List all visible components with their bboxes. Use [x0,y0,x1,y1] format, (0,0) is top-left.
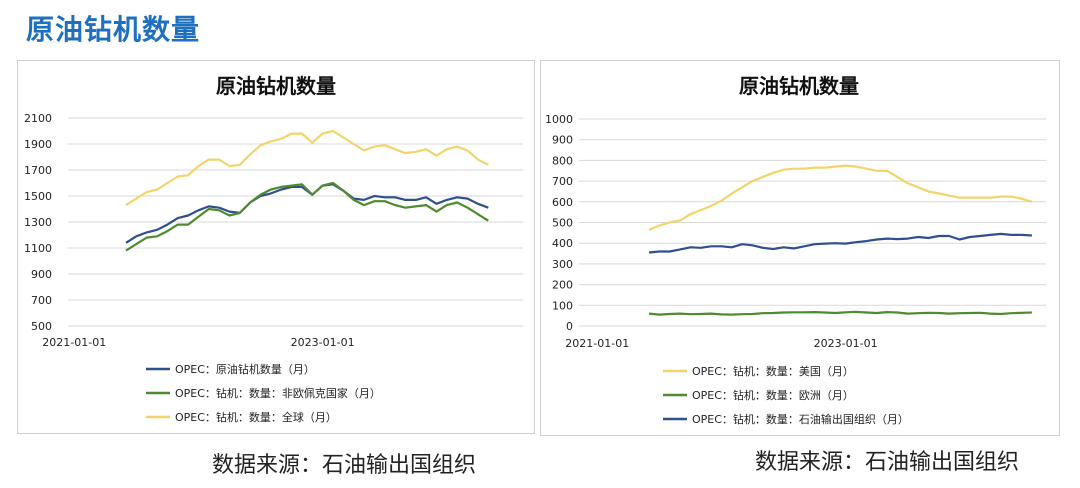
series-line [125,129,489,207]
legend-label: OPEC：钻机：数量：石油输出国组织（月） [692,412,909,426]
x-tick-label: 2023-01-01 [291,336,355,349]
series-line [125,183,489,244]
x-tick-label: 2021-01-01 [42,336,106,349]
legend-label: OPEC：原油钻机数量（月） [175,362,315,376]
series-line [125,181,489,252]
chart-left: 原油钻机数量 500 700 900 1100 1300 1500 1700 1900 2100 2… [24,74,523,424]
legend-label: OPEC：钻机：数量：非欧佩克国家（月） [175,386,381,400]
y-tick-label: 600 [552,196,573,209]
y-tick-label: 1000 [545,113,573,126]
source-note-left: 数据来源：石油输出国组织 [212,453,477,478]
chart-right: 原油钻机数量 0 100 200 300 400 500 600 700 800 900 1000 20… [545,74,1046,426]
legend-label: OPEC：钻机：数量：美国（月） [692,364,854,378]
y-tick-label: 400 [552,237,573,250]
x-tick-label: 2021-01-01 [565,337,629,350]
y-tick-label: 1700 [24,164,52,177]
y-tick-label: 1300 [24,216,52,229]
y-tick-label: 100 [552,299,573,312]
y-tick-label: 900 [31,268,52,281]
chart-title: 原油钻机数量 [216,74,336,98]
y-tick-label: 300 [552,258,573,271]
y-tick-label: 500 [31,320,52,333]
y-tick-label: 1900 [24,138,52,151]
y-tick-label: 700 [31,294,52,307]
y-tick-label: 1100 [24,242,52,255]
series-line [648,310,1032,316]
chart-panel-left: 原油钻机数量 500 700 900 1100 1300 1500 1700 1900 2100 2… [17,60,535,434]
y-tick-label: 700 [552,175,573,188]
series-line [648,164,1033,231]
legend-label: OPEC：钻机：数量：全球（月） [175,410,337,424]
chart-panel-right: 原油钻机数量 0 100 200 300 400 500 600 700 800 900 1000 20… [540,60,1060,436]
legend-label: OPEC：钻机：数量：欧洲（月） [692,388,854,402]
y-tick-label: 0 [566,320,573,333]
series-line [648,232,1032,254]
chart-title: 原油钻机数量 [739,74,859,98]
page-title: 原油钻机数量 [26,13,201,46]
source-note-right: 数据来源：石油输出国组织 [755,450,1020,475]
y-tick-label: 200 [552,279,573,292]
x-tick-label: 2023-01-01 [814,337,878,350]
y-tick-label: 900 [552,134,573,147]
y-tick-label: 1500 [24,190,52,203]
y-tick-label: 2100 [24,112,52,125]
y-tick-label: 800 [552,154,573,167]
y-tick-label: 500 [552,217,573,230]
